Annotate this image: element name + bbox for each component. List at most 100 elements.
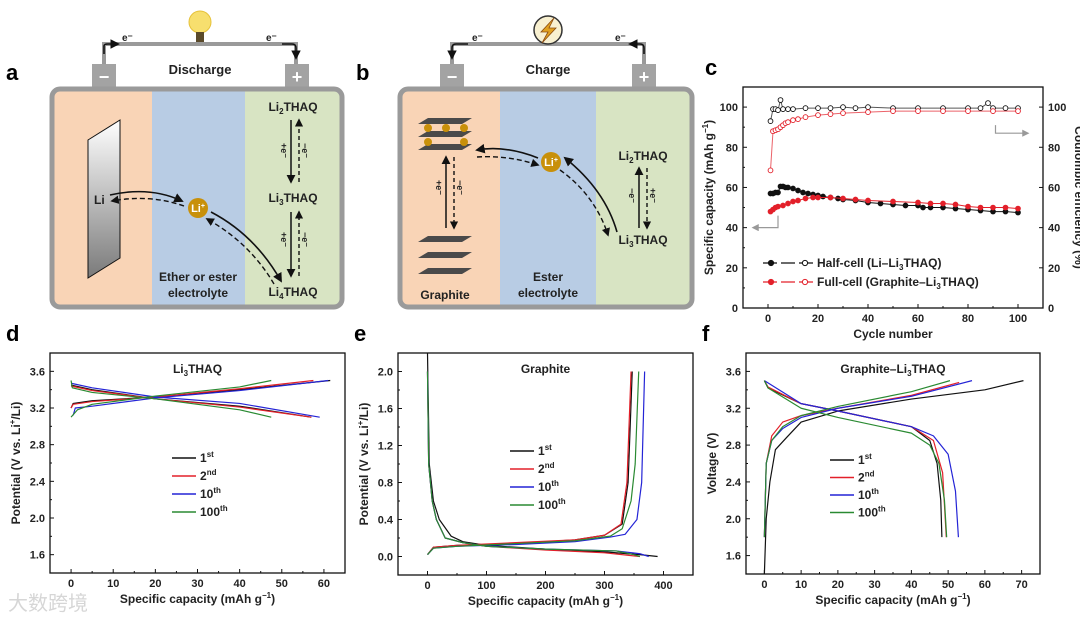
data-point — [977, 204, 984, 211]
charts: c0 20 40 60 80 100020406080100020406080100Cou… — [6, 55, 1080, 608]
gain-electron-label: +e⁻ — [279, 143, 289, 158]
legend-label: 100th — [858, 505, 886, 520]
minus-sign: − — [447, 67, 458, 87]
external-circuit-wire — [102, 42, 298, 64]
data-point — [990, 108, 996, 114]
x-tick-label: 0 — [765, 313, 771, 325]
y-tick-label: 3.2 — [726, 403, 741, 415]
battery-casing — [49, 86, 345, 310]
y-tick-label: 1.6 — [726, 551, 741, 563]
panel-letter-d: d — [6, 321, 19, 346]
text-part-num: 2 — [200, 469, 207, 483]
legend-marker-open — [801, 259, 809, 267]
plot-area — [70, 379, 331, 418]
electrolyte-region — [152, 91, 245, 305]
y2-tick-label: 60 — [1048, 182, 1060, 194]
species-li3thaq: Li3THAQ — [618, 233, 667, 249]
text-part-sub: 3 — [184, 369, 189, 378]
curve-discharge-cycle-1 — [763, 380, 943, 538]
y2-tick-label: 20 — [1048, 263, 1060, 275]
ion-flow-arrow-dashed — [205, 218, 275, 285]
curve-charge-cycle-100 — [763, 380, 951, 538]
legend-label: Half-cell (Li–Li3THAQ) — [817, 256, 941, 272]
chart-title: Graphite–Li3THAQ — [840, 362, 945, 378]
curve-charge-cycle-10 — [72, 379, 329, 416]
text-part-sub: 3 — [936, 282, 941, 291]
y-tick-label: 2.8 — [30, 440, 45, 452]
data-point — [877, 200, 884, 207]
text-part-sup: −1 — [262, 591, 272, 600]
y-axis-label: Potential (V vs. Li+/Li) — [8, 402, 23, 525]
text-part-post: THAQ — [912, 362, 946, 376]
legend-label: 1st — [538, 443, 552, 458]
text-part-num: 1 — [858, 453, 865, 467]
species-li3thaq: Li3THAQ — [268, 191, 317, 207]
species-li2thaq: Li2THAQ — [268, 100, 317, 116]
text-part-sup: th — [213, 486, 221, 495]
gain-electron-label: +e⁻ — [279, 232, 289, 247]
text-part-post: THAQ) — [941, 275, 979, 289]
y-tick-label: 2.0 — [30, 513, 45, 525]
y-tick-label: 0 — [732, 303, 738, 315]
lithium-metal-plate — [87, 119, 121, 279]
text-part-post: THAQ — [188, 362, 222, 376]
light-bulb-icon — [188, 10, 212, 42]
text-part-sup: + — [8, 419, 17, 424]
text-part-sup: nd — [545, 461, 555, 470]
data-point — [1002, 204, 1009, 211]
data-point — [977, 105, 984, 111]
data-point — [802, 114, 809, 120]
electrolyte-label: electrolyte — [168, 286, 228, 300]
series-line-coulombic_efficiency — [770, 110, 1018, 171]
data-point — [852, 105, 859, 111]
text-part-sup: th — [220, 504, 228, 513]
data-point — [927, 200, 934, 207]
electron-label: e⁻ — [122, 33, 133, 44]
data-point — [1015, 108, 1021, 114]
text-part-num: 2 — [538, 462, 545, 476]
text-part-post: /Li) — [9, 402, 23, 420]
data-point — [985, 100, 991, 106]
curve-charge-cycle-10 — [427, 371, 646, 556]
legend-marker-filled — [767, 278, 775, 286]
ion-flow-arrow-dashed — [476, 155, 540, 167]
lose-electron-label: −e⁻ — [627, 188, 637, 203]
x-tick-label: 40 — [905, 579, 917, 591]
y-tick-label: 20 — [726, 263, 738, 275]
data-point — [785, 200, 791, 207]
y2-tick-label: 0 — [1048, 303, 1054, 315]
y2-tick-label: 40 — [1048, 223, 1060, 235]
negative-terminal — [92, 64, 116, 89]
electron-label: e⁻ — [266, 33, 277, 44]
text-part-pre: Graphite–Li — [840, 362, 907, 376]
legend-label: 1st — [858, 452, 872, 467]
data-point — [865, 104, 871, 110]
x-axis-label: Specific capacity (mAh g−1) — [468, 593, 623, 608]
data-point — [840, 110, 846, 116]
li-ion-icon — [188, 198, 208, 218]
text-part-sup: + — [356, 420, 365, 425]
curve-charge-cycle-1 — [763, 380, 1024, 574]
data-point — [902, 202, 909, 209]
panel-b-charge-schematic: b e⁻ e⁻ Charge − + +e — [356, 15, 695, 310]
y-tick-label: 3.6 — [726, 366, 741, 378]
minus-sign: − — [99, 67, 110, 87]
x-tick-label: 400 — [654, 580, 672, 592]
text-part-post: ) — [271, 592, 275, 606]
y2-tick-label: 100 — [1048, 102, 1066, 114]
data-point — [940, 200, 946, 207]
text-part-sup: −1 — [610, 593, 620, 602]
species-li4thaq: Li4THAQ — [268, 285, 317, 301]
data-point — [952, 201, 959, 208]
data-point — [827, 105, 834, 111]
data-point — [805, 190, 811, 197]
watermark-text: 大数跨境 — [8, 591, 88, 615]
text-part-sup: −1 — [701, 123, 710, 133]
text-part-sup: −1 — [957, 592, 967, 601]
data-point — [767, 118, 774, 125]
x-tick-label: 30 — [191, 578, 203, 590]
text-part-pre: Half-cell (Li–Li — [817, 256, 899, 270]
x-tick-label: 100 — [1009, 313, 1027, 325]
text-part-sup: th — [551, 479, 559, 488]
x-tick-label: 0 — [424, 580, 430, 592]
